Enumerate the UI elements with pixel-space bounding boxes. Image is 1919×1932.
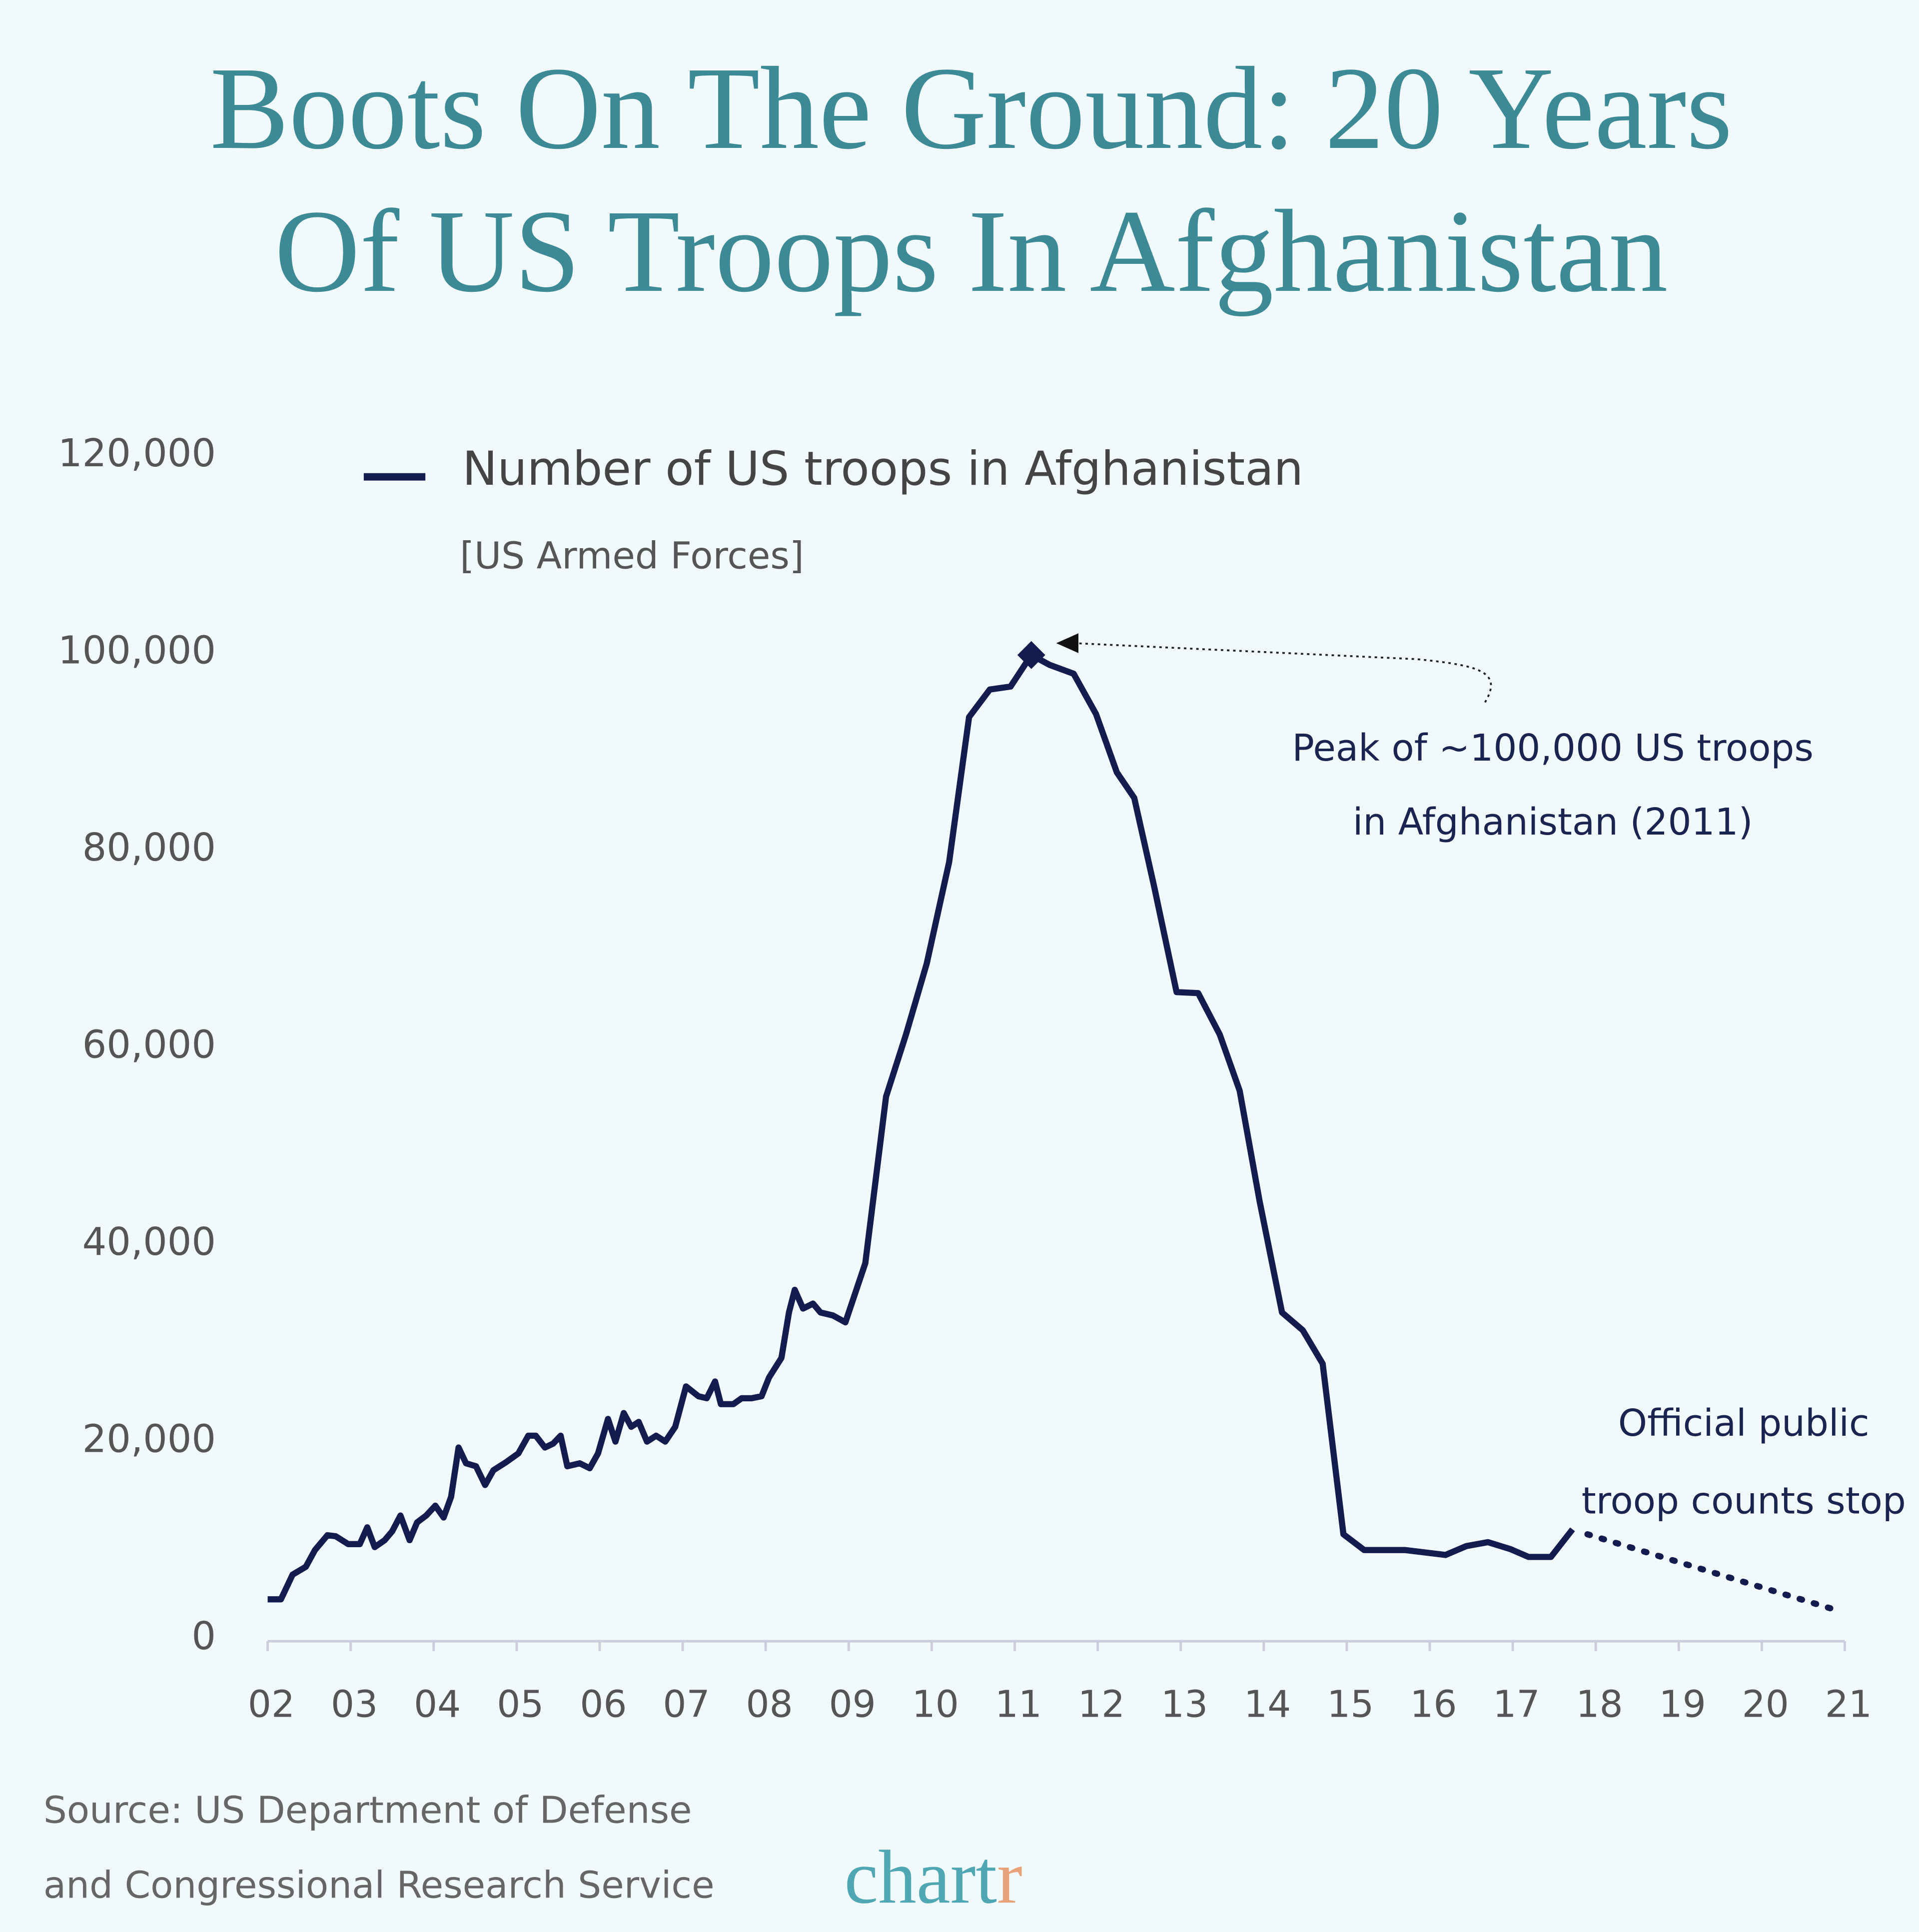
- logo-accent: r: [997, 1835, 1022, 1920]
- annotation: Peak of ~100,000 US troops: [1292, 727, 1814, 770]
- x-tick-label: 21: [1825, 1683, 1872, 1726]
- dotted-line: [1584, 1531, 1840, 1614]
- y-tick-label: 120,000: [58, 431, 216, 476]
- x-tick-label: 07: [663, 1683, 710, 1726]
- x-tick-label: 16: [1410, 1683, 1457, 1726]
- annotation: Official public: [1618, 1402, 1870, 1445]
- x-tick-label: 20: [1742, 1683, 1789, 1726]
- legend-label: Number of US troops in Afghanistan: [462, 442, 1303, 496]
- x-tick-label: 11: [995, 1683, 1042, 1726]
- source: and Congressional Research Service: [43, 1864, 715, 1907]
- y-tick-label: 20,000: [82, 1417, 216, 1462]
- annotation: troop counts stop: [1582, 1479, 1906, 1522]
- peak-marker: [1017, 641, 1045, 669]
- x-tick-label: 18: [1576, 1683, 1623, 1726]
- chart-title: Boots On The Ground: 20 Years: [210, 43, 1732, 174]
- x-tick-label: 10: [912, 1683, 959, 1726]
- y-tick-label: 100,000: [58, 629, 216, 673]
- logo-text: chart: [844, 1835, 997, 1920]
- x-tick-label: 15: [1327, 1683, 1374, 1726]
- x-tick-label: 12: [1078, 1683, 1125, 1726]
- x-tick-label: 17: [1493, 1683, 1540, 1726]
- annotation-arrow: [1074, 642, 1492, 703]
- series-line: [267, 652, 1575, 1603]
- chart-title: Of US Troops In Afghanistan: [274, 186, 1668, 317]
- arrow-head: [1056, 633, 1078, 653]
- x-tick-label: 05: [497, 1683, 544, 1726]
- x-tick-label: 19: [1659, 1683, 1706, 1726]
- x-tick-label: 09: [829, 1683, 876, 1726]
- y-tick-label: 60,000: [82, 1023, 216, 1067]
- x-tick-label: 03: [331, 1683, 378, 1726]
- logo: chartr: [844, 1835, 1022, 1920]
- x-tick-label: 04: [414, 1683, 461, 1726]
- x-tick-label: 08: [746, 1683, 793, 1726]
- x-tick-label: 02: [248, 1683, 295, 1726]
- x-tick-label: 06: [580, 1683, 627, 1726]
- y-tick-label: 80,000: [82, 826, 216, 870]
- y-tick-label: 40,000: [82, 1220, 216, 1264]
- chart-subtitle: [US Armed Forces]: [460, 534, 804, 577]
- annotation: in Afghanistan (2011): [1353, 801, 1753, 844]
- source: Source: US Department of Defense: [43, 1789, 692, 1832]
- x-tick-label: 14: [1244, 1683, 1291, 1726]
- y-tick-label: 0: [191, 1614, 216, 1659]
- x-tick-label: 13: [1161, 1683, 1208, 1726]
